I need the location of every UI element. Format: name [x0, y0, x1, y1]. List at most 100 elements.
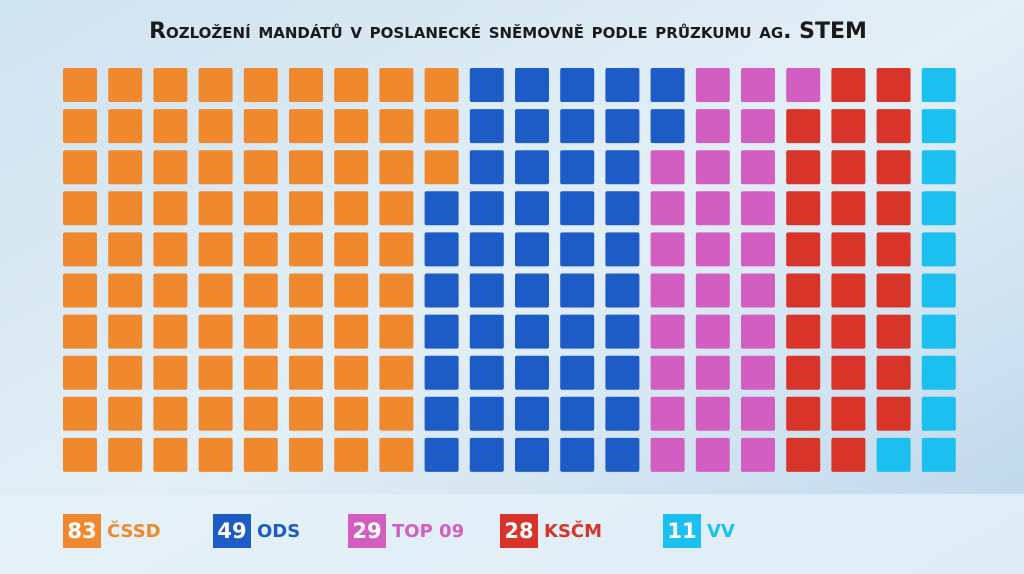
- seat: [605, 109, 640, 144]
- seat: [334, 396, 369, 431]
- seat: [515, 437, 549, 472]
- seat: [605, 314, 640, 349]
- seat: [153, 437, 188, 472]
- seat: [695, 273, 730, 308]
- seat: [243, 232, 278, 267]
- seat: [424, 150, 459, 185]
- seat: [695, 191, 730, 226]
- seat: [379, 273, 414, 308]
- seat: [153, 396, 188, 431]
- seat: [560, 109, 595, 144]
- seat: [786, 396, 821, 431]
- seat: [379, 68, 414, 102]
- seat: [560, 314, 595, 349]
- seat: [334, 273, 369, 308]
- seat: [198, 437, 233, 472]
- seat: [831, 232, 866, 267]
- seat: [921, 191, 956, 226]
- seat: [560, 232, 595, 267]
- seat: [469, 437, 504, 472]
- seat: [108, 355, 143, 390]
- seat: [379, 314, 414, 349]
- seat: [695, 109, 730, 144]
- legend-label: VV: [707, 521, 735, 542]
- seat: [424, 109, 459, 144]
- seat: [650, 437, 685, 472]
- seat: [515, 150, 549, 185]
- seat: [876, 109, 911, 144]
- seat: [921, 109, 956, 144]
- seat: [921, 150, 956, 185]
- seat: [153, 273, 188, 308]
- seat: [650, 68, 685, 102]
- seat: [695, 232, 730, 267]
- seat: [786, 150, 821, 185]
- seat: [650, 314, 685, 349]
- seat: [469, 191, 504, 226]
- seat: [289, 355, 323, 390]
- legend-label: ODS: [257, 521, 300, 542]
- seat: [153, 68, 188, 102]
- seat: [243, 355, 278, 390]
- seat: [695, 150, 730, 185]
- seat: [243, 191, 278, 226]
- seat: [424, 314, 459, 349]
- seat: [108, 396, 143, 431]
- seat: [198, 355, 233, 390]
- seat: [786, 191, 821, 226]
- seat: [108, 150, 143, 185]
- seat: [786, 314, 821, 349]
- seat: [108, 68, 143, 102]
- seat: [243, 273, 278, 308]
- seat: [198, 314, 233, 349]
- seat: [560, 68, 595, 102]
- seat: [63, 68, 97, 102]
- seat: [289, 437, 323, 472]
- seat: [153, 355, 188, 390]
- seat: [424, 68, 459, 102]
- seat: [379, 355, 414, 390]
- seat: [243, 396, 278, 431]
- seat: [424, 437, 459, 472]
- legend-label: ČSSD: [107, 520, 161, 542]
- seat: [921, 232, 956, 267]
- seat: [379, 150, 414, 185]
- seat: [605, 191, 640, 226]
- seat: [334, 150, 369, 185]
- seat: [108, 437, 143, 472]
- seat: [741, 396, 775, 431]
- seat: [198, 68, 233, 102]
- seat: [741, 191, 775, 226]
- seat: [786, 68, 821, 102]
- seat: [153, 191, 188, 226]
- seat: [695, 355, 730, 390]
- seat: [469, 150, 504, 185]
- seat: [198, 396, 233, 431]
- seat: [650, 191, 685, 226]
- seat: [876, 355, 911, 390]
- seat: [831, 355, 866, 390]
- seat: [560, 437, 595, 472]
- seat: [289, 109, 323, 144]
- legend-value: 49: [217, 519, 246, 543]
- seat: [876, 191, 911, 226]
- legend-swatch: [63, 514, 101, 548]
- seat: [515, 355, 549, 390]
- seat: [63, 109, 97, 144]
- seat: [243, 109, 278, 144]
- seat: [289, 314, 323, 349]
- seat: [650, 355, 685, 390]
- seat: [289, 273, 323, 308]
- seat: [650, 396, 685, 431]
- seat: [379, 191, 414, 226]
- seat: [198, 273, 233, 308]
- seat: [786, 273, 821, 308]
- legend-swatch: [348, 514, 386, 548]
- seat: [560, 396, 595, 431]
- seat: [243, 150, 278, 185]
- seat: [424, 191, 459, 226]
- seat: [379, 109, 414, 144]
- seat: [379, 232, 414, 267]
- seat: [63, 396, 97, 431]
- chart-title: Rozložení mandátů v poslanecké sněmovně …: [149, 19, 867, 44]
